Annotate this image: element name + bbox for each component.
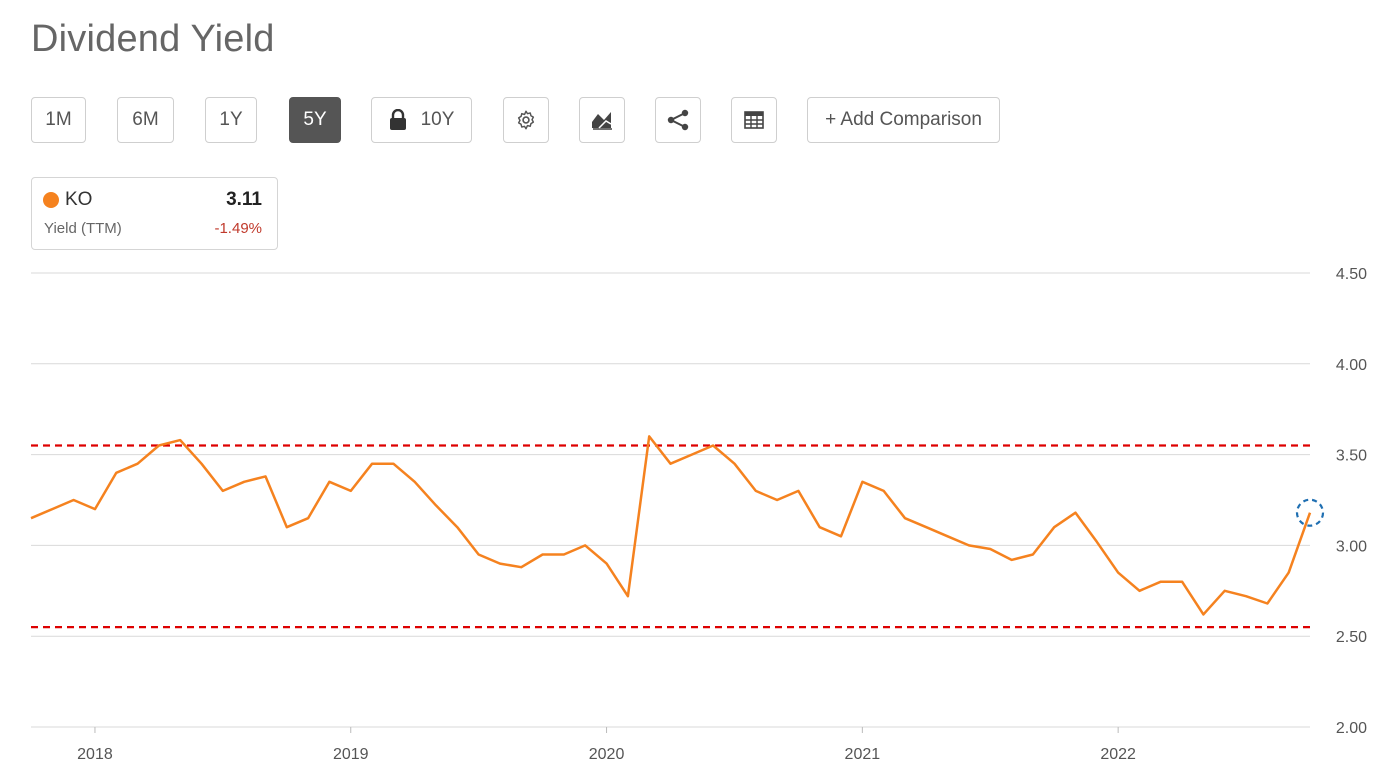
x-tick-label: 2018 (77, 746, 113, 763)
x-tick-label: 2021 (845, 746, 881, 763)
y-tick-label: 4.00 (1336, 357, 1367, 374)
series-current-value: 3.11 (226, 189, 262, 210)
x-tick-label: 2022 (1100, 746, 1136, 763)
table-icon (744, 111, 764, 129)
y-tick-label: 2.50 (1336, 629, 1367, 646)
share-button[interactable] (655, 97, 701, 143)
page-title: Dividend Yield (31, 18, 275, 60)
y-tick-label: 3.00 (1336, 538, 1367, 555)
series-line-ko (30, 435, 1312, 616)
chart-type-button[interactable] (579, 97, 625, 143)
settings-button[interactable] (503, 97, 549, 143)
series-legend-card: KO 3.11 Yield (TTM) -1.49% (31, 177, 278, 250)
range-1y-button[interactable]: 1Y (205, 97, 257, 143)
share-icon (666, 109, 690, 131)
series-change-value: -1.49% (214, 220, 262, 237)
lock-icon (389, 109, 407, 131)
x-tick-label: 2020 (589, 746, 625, 763)
range-1m-button[interactable]: 1M (31, 97, 86, 143)
y-tick-label: 2.00 (1336, 720, 1367, 737)
y-tick-label: 3.50 (1336, 448, 1367, 465)
y-tick-label: 4.50 (1336, 266, 1367, 283)
add-comparison-button[interactable]: + Add Comparison (807, 97, 1000, 143)
last-value-marker (1295, 498, 1325, 527)
range-5y-button[interactable]: 5Y (289, 97, 341, 143)
x-tick-label: 2019 (333, 746, 369, 763)
range-6m-button[interactable]: 6M (117, 97, 174, 143)
series-ticker: KO (65, 189, 93, 210)
area-chart-icon (590, 110, 614, 130)
series-metric-label: Yield (TTM) (44, 220, 122, 237)
series-color-dot (43, 192, 59, 208)
table-view-button[interactable] (731, 97, 777, 143)
range-10y-button[interactable]: 10Y (371, 97, 472, 143)
gear-icon (515, 109, 537, 131)
range-10y-label: 10Y (420, 109, 455, 130)
